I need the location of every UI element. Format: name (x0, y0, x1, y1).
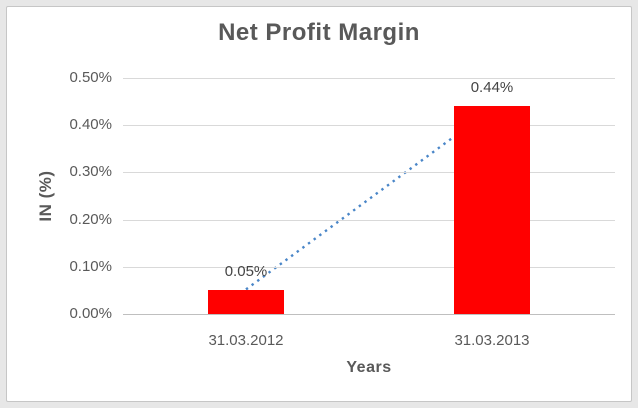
y-tick-label: 0.30% (69, 163, 112, 181)
bar-data-label: 0.05% (224, 263, 268, 281)
trendline (245, 109, 491, 291)
y-tick-label: 0.40% (69, 116, 112, 134)
gridline (123, 266, 615, 268)
y-tick-label: 0.10% (69, 257, 112, 275)
x-tick-label: 31.03.2012 (208, 332, 284, 349)
gridline (123, 172, 615, 174)
bar-data-label: 0.44% (470, 79, 514, 97)
y-tick-label: 0.20% (69, 210, 112, 228)
bar (454, 106, 530, 314)
gridline (123, 125, 615, 127)
y-axis-title: IN (%) (36, 170, 55, 222)
gridline (123, 78, 615, 79)
chart-title: Net Profit Margin (218, 19, 420, 46)
y-tick-label: 0.00% (69, 305, 112, 322)
plot-area: 0.05% 0.44% (123, 78, 615, 315)
x-axis-line (123, 314, 615, 315)
x-axis-title: Years (346, 359, 392, 376)
gridline (123, 219, 615, 221)
bar (208, 290, 284, 314)
y-tick-label: 0.50% (69, 69, 112, 86)
trendline-line (245, 109, 491, 291)
x-tick-label: 31.03.2013 (454, 332, 530, 349)
